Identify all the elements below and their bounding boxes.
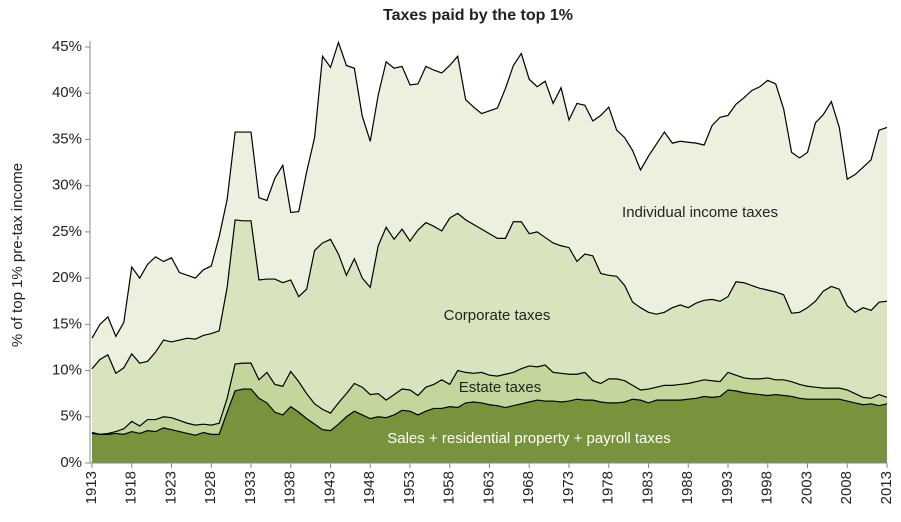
area-outline — [91, 40, 888, 339]
x-tick-label: 1943 — [321, 471, 338, 504]
x-tick-label: 2013 — [878, 471, 895, 504]
series-label: Corporate taxes — [444, 307, 551, 324]
x-tick-label: 1998 — [759, 471, 776, 504]
y-tick-label: 15% — [52, 315, 82, 332]
y-tick-label: 25% — [52, 223, 82, 240]
y-tick-label: 10% — [52, 362, 82, 379]
x-tick-label: 2003 — [798, 471, 815, 504]
chart-title: Taxes paid by the top 1% — [383, 7, 573, 24]
y-tick-label: 30% — [52, 177, 82, 194]
x-tick-label: 1933 — [242, 471, 259, 504]
area-outline — [91, 362, 888, 435]
area — [92, 42, 887, 374]
x-tick-label: 1918 — [123, 471, 140, 504]
area-outline — [91, 388, 888, 436]
x-tick-label: 1973 — [560, 471, 577, 504]
x-tick-label: 1928 — [202, 471, 219, 504]
x-tick-label: 1988 — [679, 471, 696, 504]
x-tick-label: 1953 — [401, 471, 418, 504]
area — [92, 389, 887, 463]
x-tick-label: 1958 — [441, 471, 458, 504]
series-label: Individual income taxes — [622, 204, 778, 221]
x-tick-label: 2008 — [838, 471, 855, 504]
x-tick-label: 1963 — [480, 471, 497, 504]
series-label: Sales + residential property + payroll t… — [387, 430, 670, 447]
y-axis-label: % of top 1% pre-tax income — [9, 163, 26, 347]
x-tick-label: 1913 — [83, 471, 100, 504]
area-outline — [91, 212, 888, 375]
y-tick-label: 0% — [60, 454, 82, 471]
x-tick-label: 1968 — [520, 471, 537, 504]
y-tick-label: 35% — [52, 130, 82, 147]
y-tick-label: 45% — [52, 38, 82, 55]
y-tick-label: 5% — [60, 408, 82, 425]
x-tick-label: 1978 — [600, 471, 617, 504]
y-tick-label: 40% — [52, 84, 82, 101]
x-tick-label: 1938 — [282, 471, 299, 504]
x-tick-label: 1993 — [719, 471, 736, 504]
x-tick-label: 1923 — [162, 471, 179, 504]
series-label: Estate taxes — [459, 379, 542, 396]
area — [92, 213, 887, 435]
x-tick-label: 1948 — [361, 471, 378, 504]
y-tick-label: 20% — [52, 269, 82, 286]
area — [92, 363, 887, 436]
x-tick-label: 1983 — [639, 471, 656, 504]
